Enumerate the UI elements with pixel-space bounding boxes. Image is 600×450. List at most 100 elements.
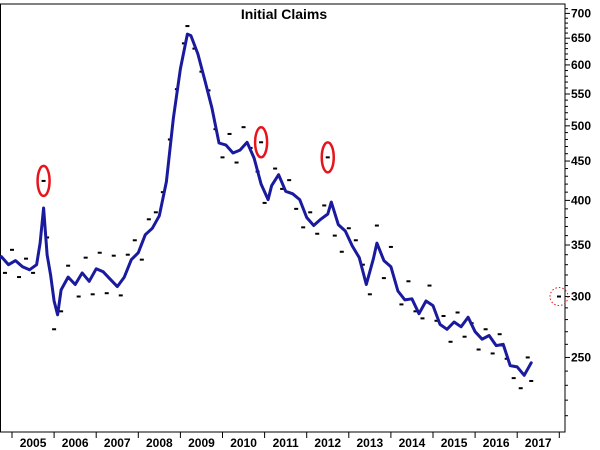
weekly-data-point xyxy=(483,328,488,331)
weekly-data-point xyxy=(83,256,88,259)
weekly-data-point xyxy=(52,328,57,331)
y-axis: 250 300 350 400 450 500 550 600 650 700 xyxy=(565,6,591,417)
annotations-layer xyxy=(36,126,569,307)
weekly-data-point xyxy=(497,333,502,336)
weekly-data-point xyxy=(31,271,36,274)
weekly-data-point xyxy=(455,311,460,314)
weekly-data-point xyxy=(185,25,190,28)
plot-frame xyxy=(0,3,566,433)
weekly-data-point xyxy=(308,211,313,214)
weekly-data-point xyxy=(259,141,264,144)
highlight-oval xyxy=(36,164,51,198)
weekly-data-point xyxy=(118,294,123,297)
weekly-data-point xyxy=(10,248,14,251)
weekly-data-point xyxy=(153,211,158,214)
weekly-data-point xyxy=(234,161,239,164)
weekly-data-point xyxy=(227,132,232,135)
weekly-data-point xyxy=(360,263,365,266)
weekly-data-point xyxy=(104,292,109,295)
latest-data-point xyxy=(557,295,561,298)
weekly-data-point xyxy=(476,348,481,351)
weekly-data-point xyxy=(315,232,320,235)
weekly-data-point xyxy=(59,310,64,313)
weekly-data-point xyxy=(241,126,246,129)
weekly-data-point xyxy=(388,245,393,248)
weekly-data-point xyxy=(181,42,186,45)
weekly-data-point xyxy=(66,264,71,267)
x-tick-label: 2008 xyxy=(146,436,173,450)
weekly-data-point xyxy=(434,319,439,322)
y-tick-label: 500 xyxy=(571,119,591,133)
y-tick-label: 400 xyxy=(571,193,591,207)
x-tick-label: 2009 xyxy=(188,436,215,450)
plot-border xyxy=(0,3,566,433)
weekly-data-point xyxy=(97,251,102,254)
weekly-data-point xyxy=(518,387,523,390)
y-tick-label: 300 xyxy=(571,290,591,304)
x-tick-label: 2011 xyxy=(273,436,299,450)
y-tick-label: 700 xyxy=(571,6,591,20)
x-tick-label: 2014 xyxy=(399,436,426,450)
weekly-data-point xyxy=(525,356,530,359)
weekly-data-point xyxy=(146,218,151,221)
y-tick-label: 250 xyxy=(571,350,591,364)
weekly-data-point xyxy=(280,187,285,190)
weekly-data-point xyxy=(322,204,327,207)
weekly-data-point xyxy=(332,234,337,237)
x-tick-label: 2015 xyxy=(441,436,468,450)
y-tick-label: 650 xyxy=(571,31,591,45)
y-tick-label: 600 xyxy=(571,58,591,72)
weekly-data-point xyxy=(353,239,358,242)
weekly-data-point xyxy=(125,253,130,256)
weekly-data-point xyxy=(90,293,95,296)
weekly-data-point xyxy=(490,352,495,355)
weekly-points-layer xyxy=(2,25,534,390)
weekly-data-point xyxy=(41,179,46,182)
weekly-data-point xyxy=(367,293,372,296)
weekly-data-point xyxy=(413,310,418,313)
x-tick-label: 2006 xyxy=(62,436,89,450)
weekly-data-point xyxy=(273,167,278,170)
weekly-data-point xyxy=(287,179,292,182)
x-axis: 2005 2006 2007 2008 2009 2010 2011 2012 2013 2014… xyxy=(11,432,560,450)
weekly-data-point xyxy=(346,227,351,230)
y-tick-label: 450 xyxy=(571,154,591,168)
weekly-data-point xyxy=(76,295,81,298)
weekly-data-point xyxy=(294,207,299,210)
weekly-data-point xyxy=(511,377,516,380)
x-tick-label: 2017 xyxy=(525,436,552,450)
weekly-data-point xyxy=(132,239,137,242)
y-tick-label: 350 xyxy=(571,238,591,252)
weekly-data-point xyxy=(24,257,29,260)
x-tick-label: 2016 xyxy=(483,436,510,450)
highlight-oval xyxy=(253,126,269,159)
weekly-data-point xyxy=(262,201,267,204)
weekly-data-point xyxy=(420,317,425,320)
x-tick-label: 2007 xyxy=(104,436,131,450)
weekly-data-point xyxy=(448,340,453,343)
x-tick-label: 2013 xyxy=(356,436,383,450)
weekly-data-point xyxy=(325,156,330,159)
weekly-data-point xyxy=(339,250,344,253)
x-tick-label: 2005 xyxy=(20,436,47,450)
highlight-oval xyxy=(320,141,335,174)
weekly-data-point xyxy=(529,379,534,382)
moving-average-line xyxy=(0,32,533,377)
x-tick-label: 2012 xyxy=(314,436,341,450)
x-tick-label: 2010 xyxy=(230,436,257,450)
weekly-data-point xyxy=(381,277,386,280)
weekly-data-point xyxy=(427,284,432,287)
chart-title: Initial Claims xyxy=(241,6,328,22)
y-tick-label: 550 xyxy=(571,87,591,101)
weekly-data-point xyxy=(462,335,467,338)
weekly-data-point xyxy=(406,280,411,283)
weekly-data-point xyxy=(111,254,116,257)
weekly-data-point xyxy=(399,303,404,306)
weekly-data-point xyxy=(17,276,22,279)
weekly-data-point xyxy=(374,224,379,227)
weekly-data-point xyxy=(301,226,306,229)
weekly-data-point xyxy=(139,258,144,261)
moving-average-layer xyxy=(0,32,533,377)
